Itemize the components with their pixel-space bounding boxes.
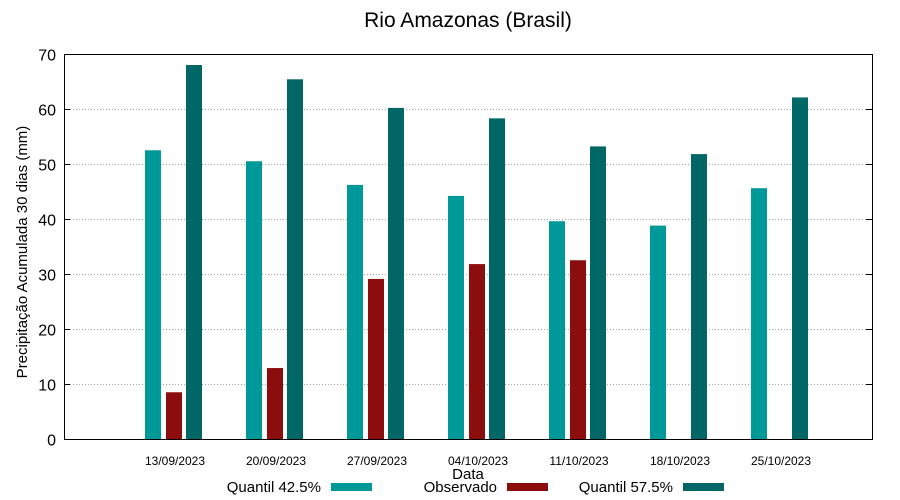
y-tick-label: 50 [38, 158, 56, 175]
bar-quantil-57-5--0 [186, 65, 202, 439]
x-axis-label: Data [452, 466, 484, 483]
bar-observado-4 [570, 260, 586, 439]
y-tick-label: 40 [38, 213, 56, 230]
x-axis: 13/09/2023 20/09/2023 27/09/2023 04/10/2023… [145, 454, 811, 468]
gridlines [64, 109, 872, 385]
bar-observado-1 [267, 368, 283, 439]
legend-swatch [507, 483, 548, 491]
chart-title: Rio Amazonas (Brasil) [364, 9, 572, 32]
bar-quantil-57-5--5 [691, 154, 707, 439]
y-tick-label: 20 [38, 323, 56, 340]
bar-quantil-42-5--4 [549, 221, 565, 439]
bars [145, 65, 808, 440]
y-tick-label: 60 [38, 103, 56, 120]
y-axis-label: Precipitação Acumulada 30 dias (mm) [14, 126, 31, 379]
legend-label: Quantil 57.5% [579, 479, 673, 496]
x-tick-label: 25/10/2023 [751, 454, 811, 468]
legend-swatch [331, 483, 372, 491]
x-tick-label: 27/09/2023 [347, 454, 407, 468]
bar-quantil-42-5--2 [347, 184, 363, 439]
y-tick-label: 0 [47, 433, 56, 450]
y-tick-label: 70 [38, 48, 56, 65]
y-tick-label: 10 [38, 378, 56, 395]
bar-quantil-57-5--2 [388, 107, 404, 440]
x-tick-label: 20/09/2023 [246, 454, 306, 468]
bar-observado-3 [469, 264, 485, 439]
bar-quantil-42-5--5 [650, 225, 666, 439]
legend: Quantil 42.5% Observado Quantil 57.5% [227, 479, 724, 496]
bar-quantil-57-5--1 [287, 79, 303, 440]
legend-swatch [683, 483, 724, 491]
x-tick-label: 13/09/2023 [145, 454, 205, 468]
bar-observado-2 [368, 278, 384, 439]
bar-quantil-57-5--3 [489, 118, 505, 439]
bar-quantil-42-5--1 [246, 161, 262, 439]
x-tick-label: 11/10/2023 [549, 454, 608, 468]
bar-quantil-57-5--4 [590, 146, 606, 439]
legend-label: Quantil 42.5% [227, 479, 321, 496]
legend-label: Observado [424, 479, 497, 496]
x-tick-label: 04/10/2023 [448, 454, 508, 468]
bar-quantil-42-5--3 [448, 195, 464, 439]
y-tick-label: 30 [38, 268, 56, 285]
bar-observado-0 [166, 392, 182, 439]
plot-frame [64, 54, 873, 440]
bar-quantil-57-5--6 [792, 97, 808, 439]
bar-quantil-42-5--0 [145, 150, 161, 439]
x-tick-label: 18/10/2023 [650, 454, 710, 468]
y-axis: 0 10 20 30 40 50 60 70 [38, 48, 872, 450]
bar-quantil-42-5--6 [751, 188, 767, 439]
